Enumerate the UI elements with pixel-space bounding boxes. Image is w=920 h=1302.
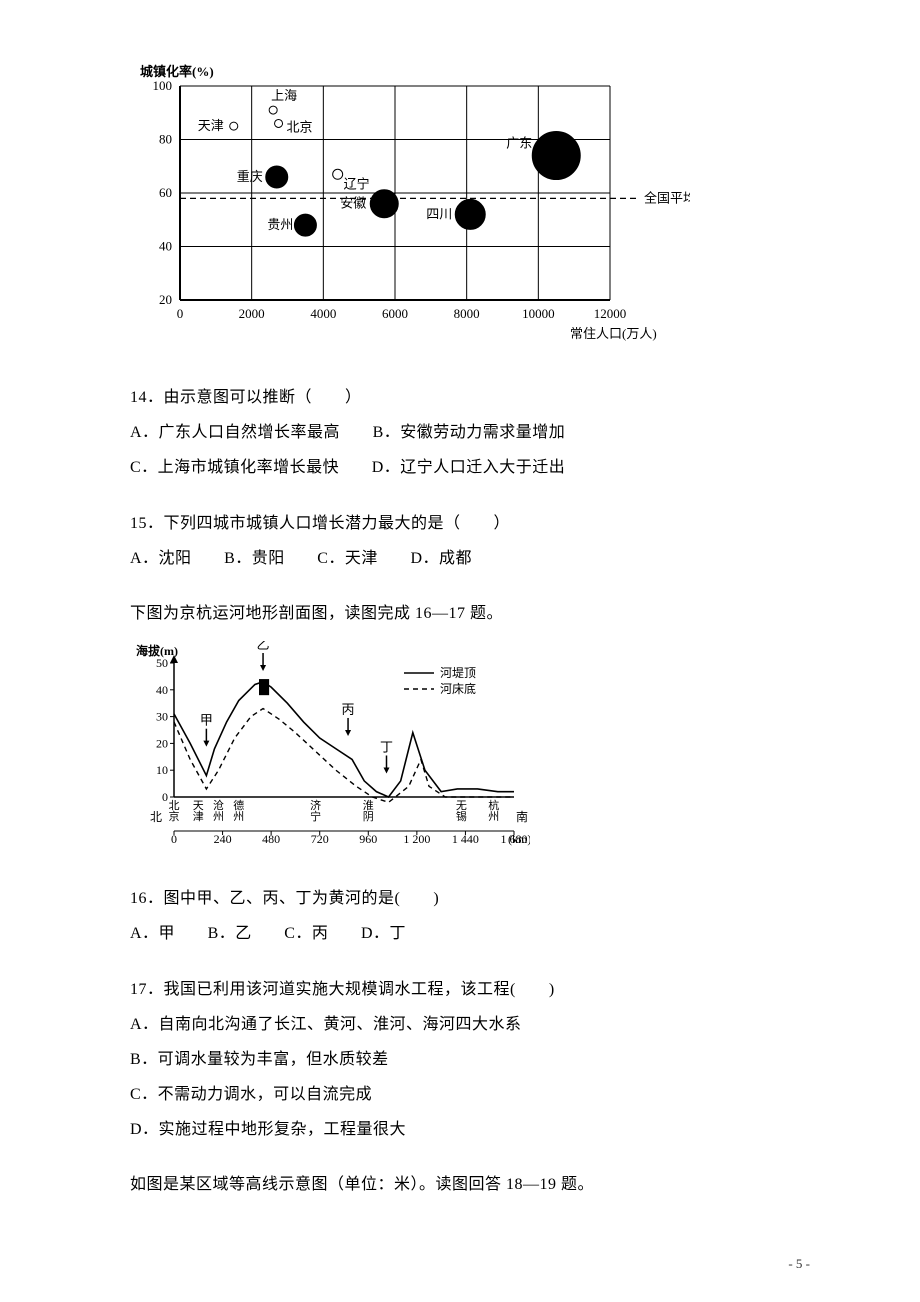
svg-text:30: 30: [156, 710, 168, 724]
q17-optD: D．实施过程中地形复杂，工程量很大: [130, 1112, 810, 1147]
question-15: 15．下列四城市城镇人口增长潜力最大的是（ ） A．沈阳 B．贵阳 C．天津 D…: [130, 506, 810, 576]
intro-chart2: 下图为京杭运河地形剖面图，读图完成 16—17 题。: [130, 596, 810, 631]
svg-text:重庆: 重庆: [237, 169, 263, 184]
q14-opts-row1: A．广东人口自然增长率最高 B．安徽劳动力需求量增加: [130, 415, 810, 450]
svg-text:丙: 丙: [342, 702, 355, 717]
q17-optB: B．可调水量较为丰富，但水质较差: [130, 1042, 810, 1077]
question-17: 17．我国已利用该河道实施大规模调水工程，该工程( ) A．自南向北沟通了长江、…: [130, 972, 810, 1148]
q16-optA: A．甲: [130, 925, 175, 942]
svg-text:8000: 8000: [454, 306, 480, 321]
svg-text:6000: 6000: [382, 306, 408, 321]
svg-text:沧: 沧: [213, 798, 224, 812]
svg-text:安徽: 安徽: [340, 196, 366, 211]
svg-text:南: 南: [516, 809, 528, 824]
q15-stem: 15．下列四城市城镇人口增长潜力最大的是（ ）: [130, 506, 810, 541]
svg-text:京: 京: [169, 809, 180, 823]
svg-text:河堤顶: 河堤顶: [440, 666, 476, 680]
urbanization-chart: 城镇化率(%) 0 2000 4000 6000 8000 10000 12000 20 40 60…: [130, 60, 810, 350]
svg-text:60: 60: [159, 185, 172, 200]
q16-optC: C．丙: [284, 925, 328, 942]
q14-opts-row2: C．上海市城镇化率增长最快 D．辽宁人口迁入大于迁出: [130, 450, 810, 485]
svg-text:全国平均: 全国平均: [644, 190, 690, 205]
question-16: 16．图中甲、乙、丙、丁为黄河的是( ) A．甲 B．乙 C．丙 D．丁: [130, 881, 810, 951]
q14-optA: A．广东人口自然增长率最高: [130, 424, 340, 441]
svg-text:40: 40: [159, 239, 172, 254]
svg-text:德: 德: [233, 798, 244, 812]
q16-stem: 16．图中甲、乙、丙、丁为黄河的是( ): [130, 881, 810, 916]
svg-text:天津: 天津: [198, 118, 224, 133]
svg-text:2000: 2000: [239, 306, 265, 321]
svg-text:10000: 10000: [522, 306, 555, 321]
svg-text:40: 40: [156, 683, 168, 697]
svg-text:甲: 甲: [200, 713, 213, 728]
svg-text:12000: 12000: [594, 306, 627, 321]
svg-text:州: 州: [233, 811, 244, 823]
svg-text:州: 州: [488, 811, 499, 823]
q16-optB: B．乙: [208, 925, 252, 942]
q15-optD: D．成都: [410, 550, 472, 567]
svg-text:80: 80: [159, 132, 172, 147]
q15-opts: A．沈阳 B．贵阳 C．天津 D．成都: [130, 541, 810, 576]
svg-text:四川: 四川: [426, 206, 452, 221]
q14-stem: 14．由示意图可以推断（ ）: [130, 380, 810, 415]
q14-optC: C．上海市城镇化率增长最快: [130, 459, 339, 476]
svg-text:0: 0: [162, 790, 168, 804]
svg-text:杭: 杭: [488, 798, 499, 812]
q17-stem: 17．我国已利用该河道实施大规模调水工程，该工程( ): [130, 972, 810, 1007]
svg-text:4000: 4000: [310, 306, 336, 321]
svg-text:北京: 北京: [287, 119, 313, 134]
svg-text:广东: 广东: [506, 136, 532, 151]
svg-text:丁: 丁: [380, 740, 393, 755]
q15-optC: C．天津: [317, 550, 378, 567]
svg-text:上海: 上海: [271, 88, 297, 103]
svg-text:乙: 乙: [257, 641, 270, 652]
svg-text:阴: 阴: [363, 810, 374, 823]
chart2-svg: 海拔(m)0102030405002404807209601 2001 4401…: [130, 641, 530, 851]
canal-profile-chart: 海拔(m)0102030405002404807209601 2001 4401…: [130, 641, 810, 851]
q17-optA: A．自南向北沟通了长江、黄河、淮河、海河四大水系: [130, 1007, 810, 1042]
svg-text:20: 20: [159, 292, 172, 307]
svg-text:10: 10: [156, 763, 168, 777]
svg-text:辽宁: 辽宁: [344, 176, 370, 191]
svg-text:0: 0: [177, 306, 184, 321]
svg-text:常住人口(万人): 常住人口(万人): [570, 326, 657, 341]
q14-optB: B．安徽劳动力需求量增加: [373, 424, 566, 441]
intro-chart3: 如图是某区域等高线示意图（单位：米）。读图回答 18—19 题。: [130, 1167, 810, 1202]
svg-text:20: 20: [156, 737, 168, 751]
q16-optD: D．丁: [361, 925, 406, 942]
chart1-svg: 城镇化率(%) 0 2000 4000 6000 8000 10000 12000 20 40 60…: [130, 60, 690, 350]
q15-optB: B．贵阳: [224, 550, 285, 567]
svg-text:50: 50: [156, 656, 168, 670]
svg-text:北: 北: [150, 810, 162, 824]
svg-text:河床底: 河床底: [440, 681, 476, 696]
svg-text:城镇化率(%): 城镇化率(%): [140, 64, 214, 79]
svg-text:100: 100: [153, 78, 173, 93]
q16-opts: A．甲 B．乙 C．丙 D．丁: [130, 916, 810, 951]
q14-optD: D．辽宁人口迁入大于迁出: [372, 459, 566, 476]
q15-optA: A．沈阳: [130, 550, 192, 567]
svg-text:(km): (km): [508, 832, 530, 846]
svg-text:锡: 锡: [456, 809, 467, 823]
page-number: - 5 -: [788, 1256, 810, 1272]
question-14: 14．由示意图可以推断（ ） A．广东人口自然增长率最高 B．安徽劳动力需求量增…: [130, 380, 810, 486]
q17-optC: C．不需动力调水，可以自流完成: [130, 1077, 810, 1112]
svg-text:贵州: 贵州: [267, 217, 293, 232]
svg-text:津: 津: [193, 810, 204, 823]
svg-text:宁: 宁: [310, 809, 321, 823]
svg-text:济: 济: [310, 798, 321, 812]
svg-text:州: 州: [213, 811, 224, 823]
